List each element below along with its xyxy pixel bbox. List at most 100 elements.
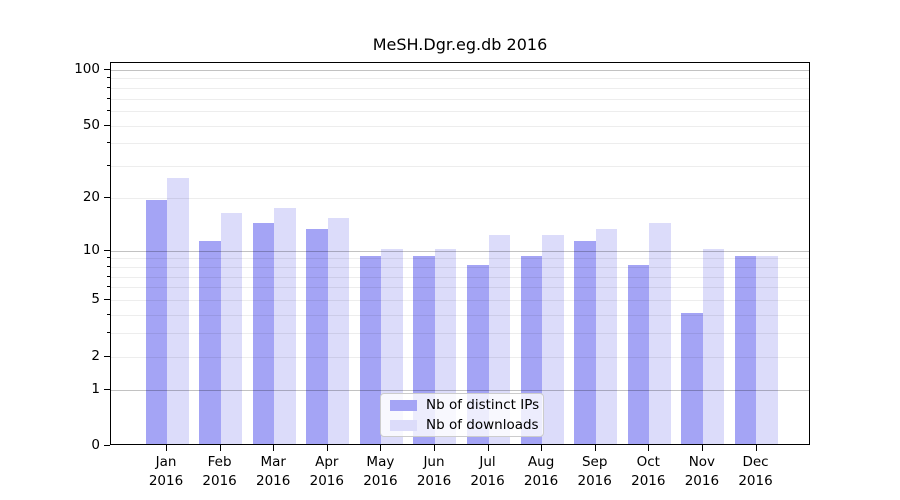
y-tick-label-50: 50 — [82, 116, 100, 133]
bar-nb-of-downloads-jul — [488, 234, 511, 444]
legend-label-downloads: Nb of downloads — [426, 417, 539, 433]
y-tick-10 — [104, 249, 110, 251]
y-minor-tick-6 — [106, 286, 110, 288]
y-minor-tick-4 — [106, 313, 110, 315]
y-tick-100 — [104, 68, 110, 70]
gridline-70 — [111, 98, 809, 100]
x-tick-label-jul: Jul 2016 — [470, 454, 505, 489]
gridline-1 — [111, 389, 809, 391]
bar-nb-of-distinct-ips-nov — [681, 312, 703, 444]
bar-nb-of-downloads-oct — [649, 223, 671, 444]
y-tick-label-0: 0 — [91, 437, 100, 453]
y-minor-tick-9 — [106, 257, 110, 259]
x-tick-jan — [166, 445, 167, 451]
y-minor-tick-80 — [106, 86, 110, 88]
gridline-7 — [111, 276, 809, 278]
y-minor-tick-70 — [106, 97, 110, 99]
bar-nb-of-distinct-ips-oct — [627, 264, 650, 444]
bar-nb-of-distinct-ips-mar — [252, 223, 275, 444]
y-tick-label-20: 20 — [82, 188, 100, 205]
bar-nb-of-distinct-ips-sep — [574, 241, 596, 444]
x-tick-feb — [219, 445, 221, 451]
chart-title: MeSH.Dgr.eg.db 2016 — [372, 35, 548, 54]
x-tick-jul — [487, 445, 489, 451]
gridline-5 — [111, 300, 809, 301]
bar-nb-of-downloads-apr — [327, 218, 350, 444]
gridline-60 — [111, 111, 809, 112]
bar-nb-of-downloads-nov — [702, 248, 725, 444]
x-tick-label-sep: Sep 2016 — [577, 454, 612, 489]
y-tick-label-100: 100 — [74, 60, 100, 77]
x-tick-label-nov: Nov 2016 — [684, 454, 720, 489]
bar-nb-of-distinct-ips-jan — [145, 199, 167, 444]
y-tick-label-1: 1 — [91, 380, 100, 397]
y-minor-tick-8 — [106, 265, 110, 267]
x-tick-may — [380, 445, 382, 451]
x-tick-dec — [755, 445, 757, 451]
x-tick-label-may: May 2016 — [363, 454, 398, 489]
bar-nb-of-downloads-sep — [595, 228, 618, 444]
bar-nb-of-distinct-ips-feb — [199, 241, 221, 444]
y-tick-1 — [104, 388, 110, 390]
y-tick-label-5: 5 — [91, 291, 100, 307]
gridline-3 — [111, 333, 809, 334]
gridline-30 — [111, 166, 809, 168]
x-tick-sep — [594, 445, 596, 451]
gridline-100 — [111, 69, 809, 71]
x-tick-label-dec: Dec 2016 — [738, 454, 773, 489]
x-tick-apr — [326, 445, 328, 451]
x-tick-label-oct: Oct 2016 — [631, 454, 666, 489]
gridline-50 — [111, 125, 809, 127]
x-tick-nov — [701, 445, 703, 451]
gridline-90 — [111, 78, 809, 80]
y-minor-tick-3 — [106, 332, 110, 333]
bar-nb-of-downloads-aug — [542, 234, 564, 444]
legend: Nb of distinct IPs Nb of downloads — [380, 393, 544, 437]
y-minor-tick-90 — [106, 77, 110, 79]
legend-swatch-distinct-ips — [390, 399, 417, 411]
gridline-2 — [111, 356, 809, 358]
bar-nb-of-downloads-dec — [756, 256, 778, 444]
gridline-9 — [111, 258, 809, 260]
y-tick-2 — [104, 355, 110, 357]
y-tick-label-2: 2 — [91, 347, 100, 364]
gridline-20 — [111, 197, 809, 199]
y-tick-5 — [104, 299, 110, 300]
bar-nb-of-downloads-feb — [220, 213, 243, 444]
legend-label-distinct-ips: Nb of distinct IPs — [426, 397, 540, 413]
bar-nb-of-distinct-ips-dec — [734, 256, 757, 444]
gridline-80 — [111, 87, 809, 89]
plot-area: Nb of distinct IPs Nb of downloads — [110, 62, 810, 445]
y-minor-tick-60 — [106, 110, 110, 111]
x-tick-jun — [434, 445, 435, 451]
x-tick-label-jun: Jun 2016 — [416, 454, 452, 489]
x-tick-label-mar: Mar 2016 — [256, 454, 291, 489]
legend-swatch-downloads — [390, 419, 417, 431]
x-tick-oct — [648, 445, 650, 451]
x-tick-label-feb: Feb 2016 — [202, 454, 237, 489]
gridline-8 — [111, 266, 809, 268]
gridline-40 — [111, 143, 809, 145]
legend-item-distinct-ips: Nb of distinct IPs — [381, 397, 543, 414]
bar-nb-of-distinct-ips-apr — [306, 228, 328, 444]
y-tick-20 — [104, 196, 110, 198]
x-tick-label-aug: Aug 2016 — [523, 454, 559, 489]
gridline-6 — [111, 287, 809, 289]
y-minor-tick-7 — [106, 275, 110, 277]
gridline-10 — [111, 250, 809, 252]
bar-nb-of-downloads-jan — [167, 178, 189, 444]
legend-item-downloads: Nb of downloads — [381, 417, 543, 434]
y-tick-50 — [104, 124, 110, 126]
x-tick-aug — [541, 445, 543, 451]
y-minor-tick-30 — [106, 165, 110, 167]
gridline-4 — [111, 314, 809, 316]
y-tick-0 — [104, 445, 110, 446]
x-tick-label-jan: Jan 2016 — [148, 454, 184, 489]
x-tick-label-apr: Apr 2016 — [309, 454, 344, 489]
y-minor-tick-40 — [106, 142, 110, 144]
x-tick-mar — [273, 445, 275, 451]
y-tick-label-10: 10 — [82, 241, 100, 258]
bar-nb-of-distinct-ips-may — [359, 256, 382, 444]
bar-nb-of-downloads-mar — [274, 208, 296, 444]
